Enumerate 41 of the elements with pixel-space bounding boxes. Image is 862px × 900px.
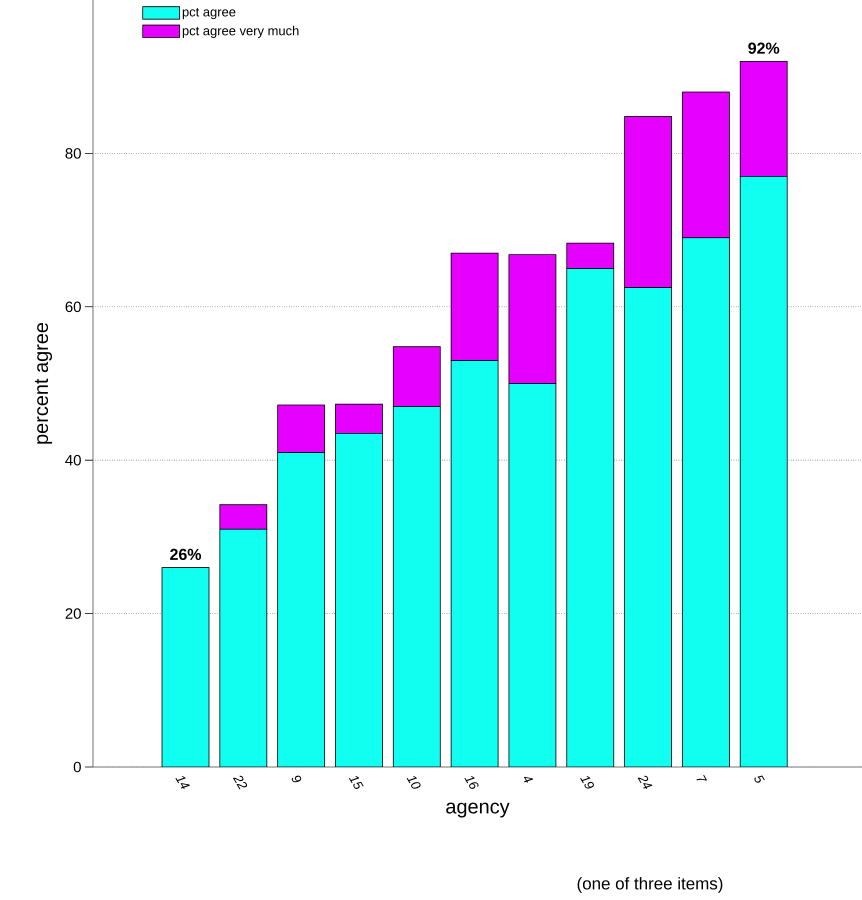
x-tick-label: 9 [292,776,302,782]
x-tick-label: 10 [406,776,421,789]
text: (one of three items) [578,877,722,893]
x-tick-label: 15 [348,776,364,789]
bar [566,242,614,269]
bar [219,528,268,767]
annotation: 26% [170,548,202,560]
x-tick-label: 4 [524,776,534,783]
bar [392,406,441,767]
y-axis-title: percent agree [35,322,52,444]
x-tick-label: 16 [464,776,479,789]
x-tick-label: 7 [696,774,708,781]
bar [277,452,326,767]
x-tick-label: 5 [754,775,765,783]
bar [682,237,730,767]
bar [740,176,788,767]
y-tick-label: 20 [66,608,81,619]
bar [450,252,499,361]
bar [335,432,383,767]
bar [162,567,210,767]
y-tick-label: 80 [66,148,81,159]
y-tick-label: 0 [74,762,81,772]
bar [219,504,268,530]
legend-label: pct agree very much [182,26,298,38]
legend-label: pct agree [182,8,236,20]
bar [335,404,383,434]
x-tick-label: 19 [580,776,594,788]
bar [450,360,499,767]
bar [277,404,326,453]
annotation: 92% [748,42,780,54]
x-tick-label: 24 [638,776,652,790]
x-axis-title: agency [446,802,510,818]
bar [392,346,441,407]
y-tick-label: 40 [65,454,81,466]
bar [566,268,614,767]
bar [508,254,556,384]
bar [508,383,556,767]
bar [624,287,672,767]
y-tick-label: 60 [66,301,81,312]
x-tick-label: 22 [232,776,248,790]
x-tick-label: 14 [175,776,190,789]
